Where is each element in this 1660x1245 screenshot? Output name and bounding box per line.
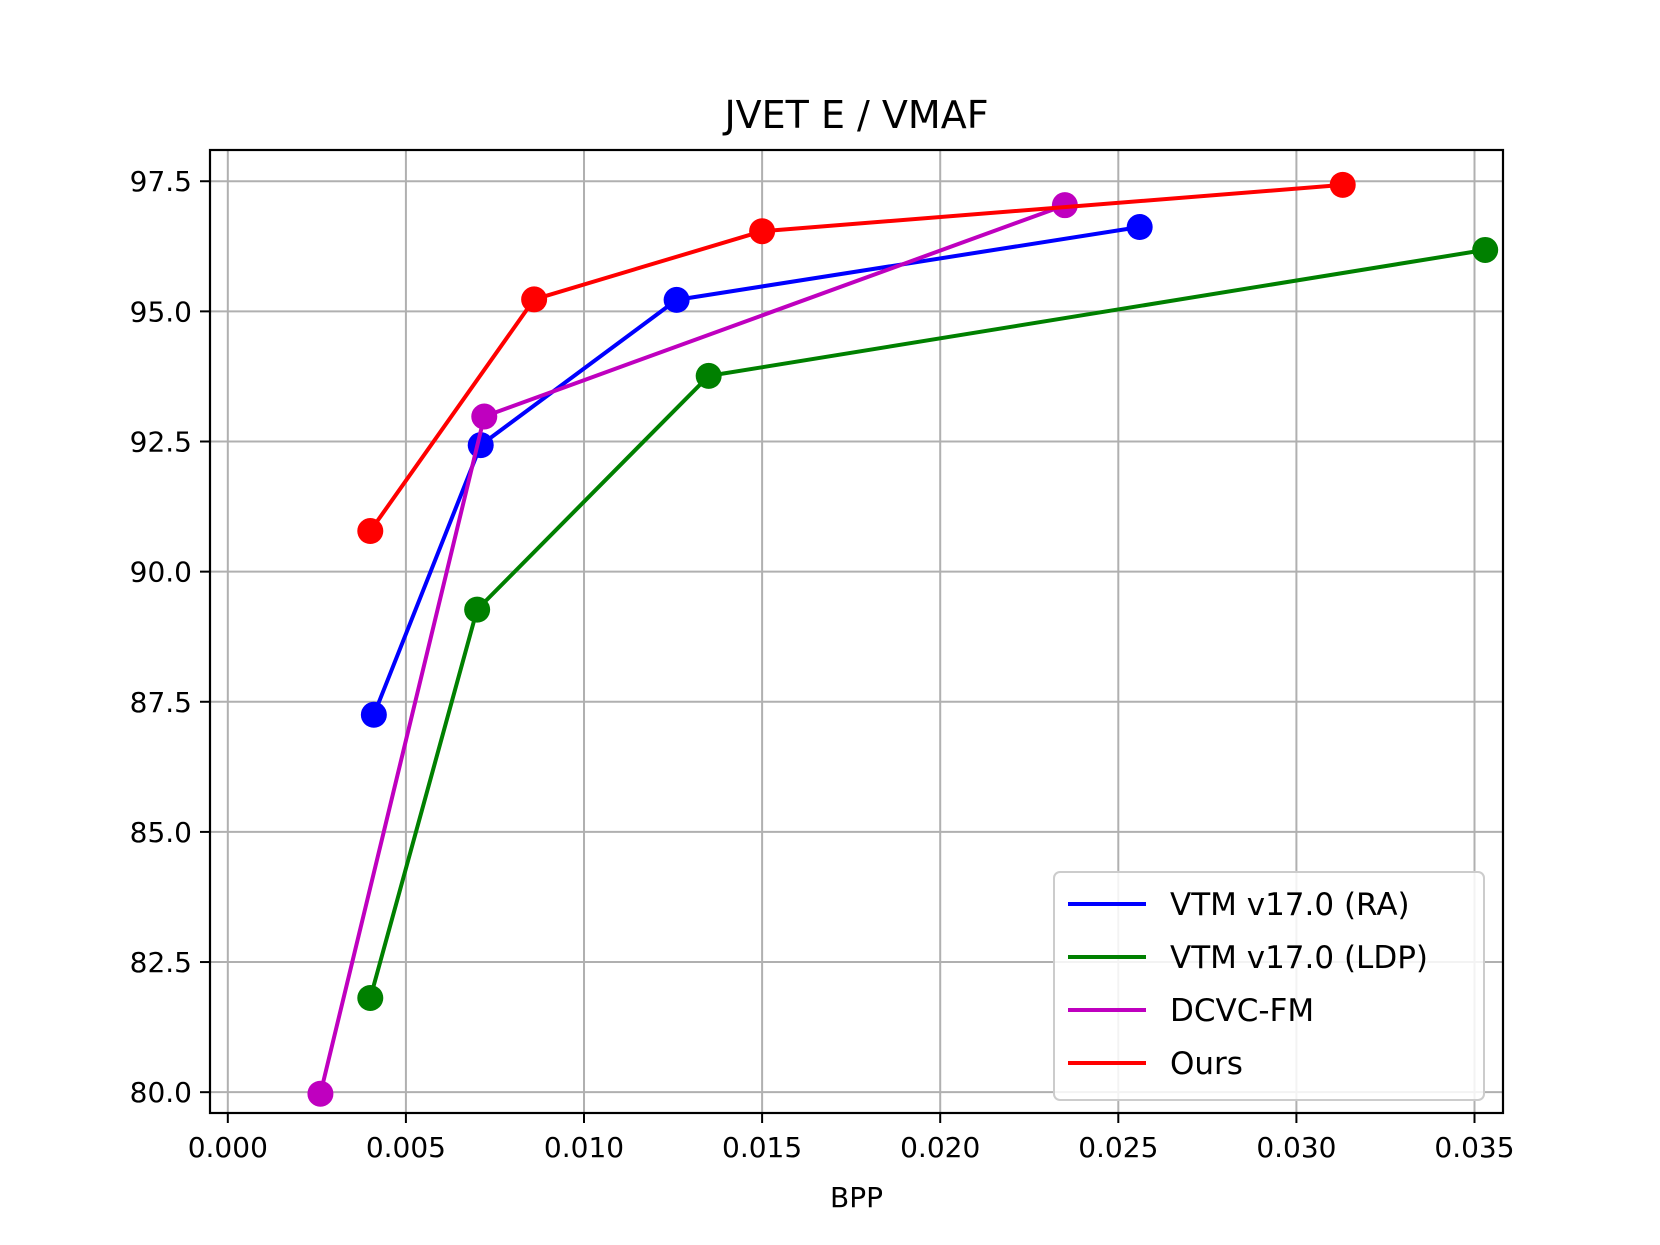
series-line <box>368 182 1343 533</box>
x-tick-label: 0.010 <box>544 1131 624 1164</box>
data-point <box>360 701 387 728</box>
data-point <box>357 984 384 1011</box>
data-point <box>521 286 548 313</box>
data-point <box>695 362 722 389</box>
y-tick-label: 82.5 <box>130 946 192 979</box>
y-tick-label: 87.5 <box>130 686 192 719</box>
legend-label: Ours <box>1170 1046 1243 1082</box>
legend-label: VTM v17.0 (RA) <box>1170 887 1410 923</box>
legend: VTM v17.0 (RA) VTM v17.0 (LDP) DCVC-FM Ours <box>1053 871 1485 1101</box>
legend-label: DCVC-FM <box>1170 993 1314 1029</box>
data-point <box>1329 171 1356 198</box>
series-3 <box>357 171 1356 545</box>
axis-ticks: 0.000 0.005 0.010 0.015 0.020 0.025 0.030 0.035… <box>130 165 1515 1164</box>
series-1 <box>357 236 1499 1011</box>
x-axis-label: BPP <box>830 1181 883 1214</box>
plot-frame <box>208 148 1505 1115</box>
y-tick-label: 97.5 <box>130 165 192 198</box>
data-point <box>307 1080 334 1107</box>
data-point <box>357 518 384 545</box>
data-point <box>464 596 491 623</box>
x-tick-label: 0.025 <box>1078 1131 1158 1164</box>
series-line <box>368 247 1486 999</box>
data-point <box>1472 236 1499 263</box>
legend-box <box>1053 871 1485 1101</box>
data-point <box>1126 214 1153 241</box>
x-tick-label: 0.030 <box>1256 1131 1336 1164</box>
x-tick-label: 0.035 <box>1434 1131 1514 1164</box>
legend-label: VTM v17.0 (LDP) <box>1170 940 1428 976</box>
y-tick-label: 92.5 <box>130 426 192 459</box>
y-tick-label: 95.0 <box>130 295 192 328</box>
chart-title: JVET E / VMAF <box>722 93 988 137</box>
x-tick-label: 0.015 <box>722 1131 802 1164</box>
x-tick-label: 0.005 <box>366 1131 446 1164</box>
x-tick-label: 0.000 <box>188 1131 268 1164</box>
data-point <box>471 403 498 430</box>
x-tick-label: 0.020 <box>900 1131 980 1164</box>
data-point <box>749 218 776 245</box>
y-tick-label: 90.0 <box>130 556 192 589</box>
y-tick-label: 80.0 <box>130 1076 192 1109</box>
series-layer <box>307 171 1499 1107</box>
y-tick-label: 85.0 <box>130 816 192 849</box>
data-point <box>663 286 690 313</box>
